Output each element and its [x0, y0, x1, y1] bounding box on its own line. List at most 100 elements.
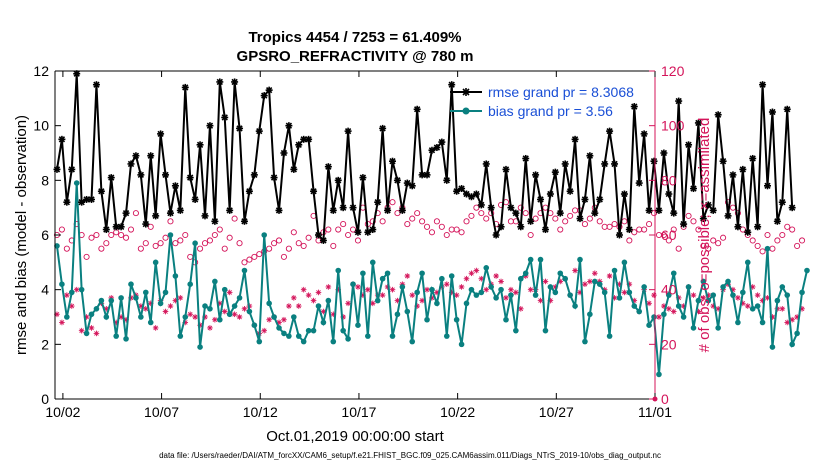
bias-point-127 — [680, 314, 687, 320]
rmse-point-117 — [630, 103, 638, 111]
bias-point-46 — [281, 330, 287, 337]
bias-point-93 — [513, 327, 519, 334]
rmse-point-111 — [601, 160, 609, 168]
bias-point-88 — [488, 284, 494, 290]
obs-possible-point-14 — [123, 234, 130, 241]
bias-point-82 — [458, 341, 465, 348]
rmse-point-127 — [680, 220, 688, 228]
x-tick-label-3: 10/17 — [341, 404, 376, 420]
rmse-point-23 — [166, 209, 174, 217]
rmse-point-60 — [349, 204, 357, 212]
bias-point-151 — [799, 289, 805, 296]
obs-possible-point-150 — [794, 242, 801, 249]
obs-assimilated-point-98 — [537, 297, 544, 304]
obs-possible-point-137 — [729, 204, 737, 211]
legend-rmse-label: rmse grand pr = 8.3068 — [488, 84, 634, 100]
obs-assimilated-point-27 — [187, 311, 193, 318]
bias-point-135 — [720, 284, 726, 290]
obs-assimilated-point-49 — [295, 303, 302, 309]
obs-possible-point-48 — [290, 229, 297, 236]
bias-point-148 — [784, 292, 791, 298]
obs-assimilated-point-109 — [592, 270, 598, 277]
rmse-point-138 — [734, 223, 742, 231]
bias-point-9 — [98, 297, 105, 304]
obs-assimilated-point-2 — [64, 292, 70, 298]
obs-assimilated-point-7 — [88, 325, 95, 331]
right-axis-origin-marker — [652, 396, 658, 402]
rmse-point-104 — [566, 187, 574, 195]
x-tick-label-5: 10/27 — [539, 404, 574, 420]
obs-assimilated-point-140 — [744, 303, 751, 309]
bias-point-27 — [187, 281, 193, 288]
rmse-point-49 — [295, 141, 303, 149]
obs-possible-point-7 — [88, 234, 95, 241]
bias-point-145 — [769, 344, 776, 350]
bias-point-142 — [754, 303, 761, 309]
y-left-tick-label-6: 12 — [33, 63, 49, 79]
obs-possible-point-76 — [428, 229, 436, 236]
bias-point-111 — [601, 289, 608, 296]
rmse-point-51 — [305, 135, 313, 143]
obs-possible-point-101 — [552, 215, 559, 222]
rmse-point-57 — [334, 176, 342, 184]
obs-possible-point-79 — [443, 231, 450, 239]
y-left-tick-label-4: 8 — [41, 172, 49, 188]
bias-point-130 — [695, 297, 702, 304]
rmse-point-85 — [472, 190, 480, 198]
bias-point-79 — [443, 333, 450, 339]
bias-point-18 — [142, 289, 149, 296]
y-left-tick-label-5: 10 — [33, 118, 49, 134]
y-right-tick-label-4: 80 — [661, 172, 677, 188]
rmse-point-143 — [759, 81, 767, 89]
rmse-point-115 — [620, 190, 628, 198]
rmse-point-13 — [117, 223, 125, 231]
rmse-point-15 — [127, 160, 135, 168]
bias-point-55 — [325, 297, 332, 304]
bias-point-140 — [744, 259, 751, 266]
bias-point-91 — [503, 316, 509, 323]
bias-point-59 — [345, 336, 351, 342]
obs-possible-point-58 — [340, 221, 347, 228]
obs-possible-point-9 — [98, 245, 105, 252]
rmse-point-1 — [58, 135, 66, 143]
rmse-point-139 — [739, 165, 747, 173]
rmse-point-63 — [364, 228, 372, 236]
obs-assimilated-point-32 — [212, 316, 218, 323]
obs-assimilated-point-53 — [315, 289, 322, 296]
bias-point-103 — [562, 275, 568, 282]
bias-point-138 — [735, 319, 741, 326]
obs-possible-point-11 — [108, 231, 115, 239]
obs-possible-point-44 — [271, 240, 278, 247]
obs-possible-point-10 — [103, 240, 110, 247]
rmse-point-107 — [581, 195, 589, 203]
obs-assimilated-point-91 — [503, 295, 509, 301]
obs-assimilated-point-96 — [527, 286, 534, 293]
obs-possible-point-148 — [784, 223, 791, 230]
obs-possible-point-96 — [527, 231, 534, 239]
bias-point-90 — [498, 286, 504, 293]
bias-point-39 — [246, 308, 253, 315]
rmse-point-77 — [433, 144, 441, 152]
obs-assimilated-point-84 — [468, 270, 475, 277]
rmse-point-54 — [319, 236, 327, 244]
bias-point-110 — [596, 281, 603, 288]
obs-assimilated-point-38 — [241, 305, 248, 312]
obs-possible-point-15 — [127, 226, 135, 233]
obs-assimilated-point-47 — [286, 303, 292, 309]
rmse-point-122 — [655, 206, 663, 214]
rmse-point-129 — [689, 185, 697, 193]
bias-point-30 — [202, 303, 208, 309]
rmse-point-2 — [63, 198, 71, 206]
bias-point-31 — [207, 306, 213, 312]
obs-possible-point-87 — [483, 215, 490, 222]
bias-point-131 — [700, 278, 707, 285]
obs-possible-point-126 — [675, 245, 682, 252]
bias-point-12 — [113, 333, 119, 339]
obs-assimilated-point-142 — [754, 292, 761, 298]
bias-point-24 — [172, 273, 179, 279]
legend-bias-marker — [462, 107, 470, 115]
obs-possible-point-39 — [246, 256, 253, 263]
obs-assimilated-point-20 — [152, 325, 159, 331]
obs-assimilated-point-4 — [73, 286, 80, 293]
obs-assimilated-point-90 — [498, 278, 504, 285]
